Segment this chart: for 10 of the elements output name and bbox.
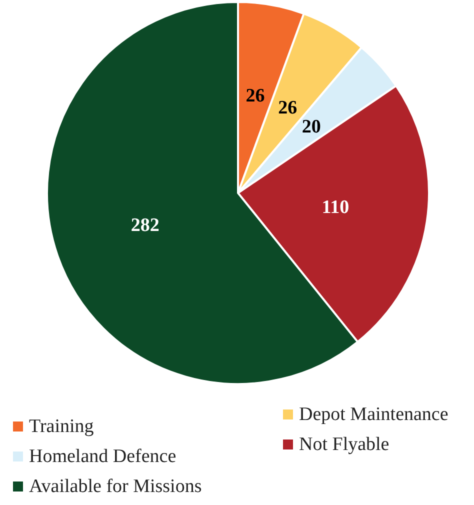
data-label: 26 — [246, 86, 265, 107]
legend-label: Not Flyable — [299, 434, 390, 455]
data-label: 282 — [130, 215, 160, 236]
legend-label: Depot Maintenance — [299, 404, 448, 425]
legend-label: Training — [29, 416, 94, 437]
data-label: 110 — [322, 197, 350, 218]
legend-label: Homeland Defence — [29, 446, 176, 467]
data-label: 26 — [278, 97, 298, 118]
legend-label: Available for Missions — [29, 476, 202, 497]
data-label: 20 — [302, 116, 321, 138]
